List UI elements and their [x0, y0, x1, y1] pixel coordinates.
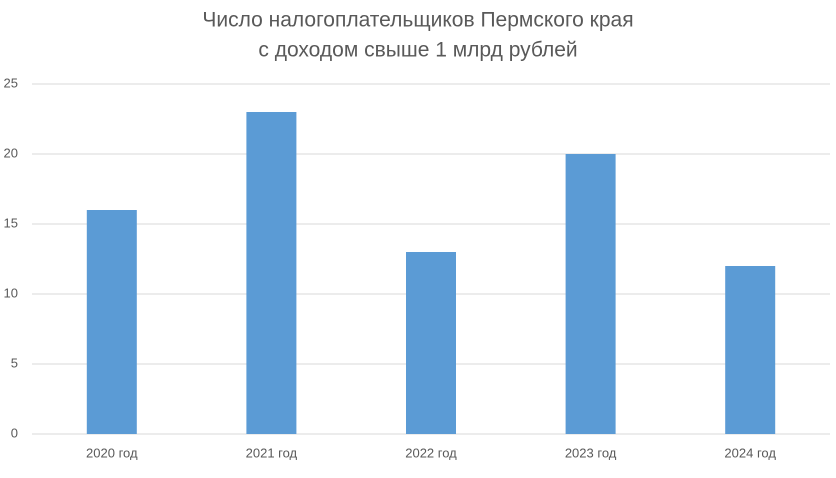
bar	[725, 266, 776, 434]
x-tick-label: 2023 год	[565, 445, 617, 460]
chart-title: Число налогоплательщиков Пермского края	[202, 9, 633, 32]
x-tick-label: 2021 год	[246, 445, 298, 460]
chart-title: с доходом свыше 1 млрд рублей	[258, 39, 577, 62]
x-tick-label: 2024 год	[724, 445, 776, 460]
bar	[406, 252, 456, 434]
bar	[246, 112, 297, 434]
x-tick-label: 2022 год	[405, 445, 457, 460]
y-tick-label: 25	[4, 75, 18, 90]
y-tick-label: 20	[4, 145, 18, 160]
y-tick-label: 15	[4, 215, 18, 230]
y-tick-label: 5	[11, 355, 18, 370]
y-tick-label: 10	[4, 285, 18, 300]
y-tick-label: 0	[11, 425, 18, 440]
bar	[86, 210, 137, 434]
x-tick-label: 2020 год	[86, 445, 138, 460]
bar	[565, 154, 616, 434]
